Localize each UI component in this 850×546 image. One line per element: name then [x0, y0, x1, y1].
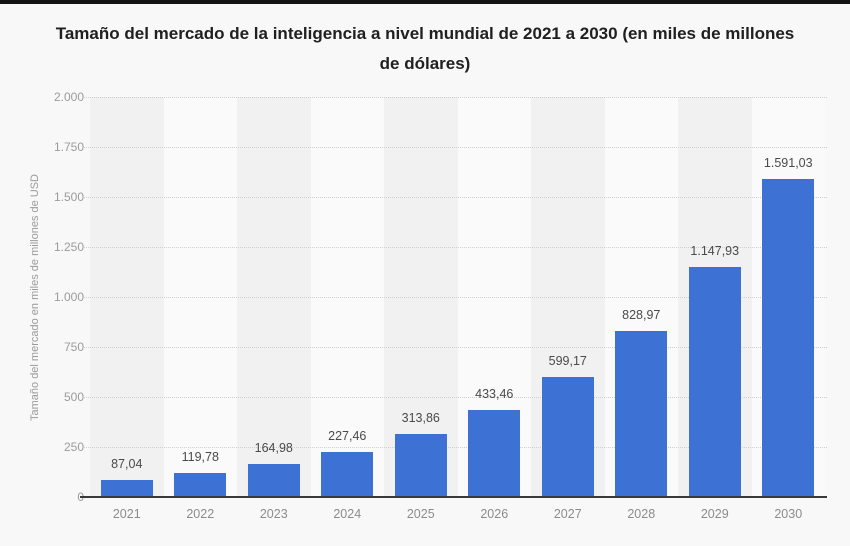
y-tick-label: 500: [63, 390, 84, 404]
bar-column: 87,04: [90, 97, 164, 497]
bar-column: 599,17: [531, 97, 605, 497]
bar-column: 828,97: [605, 97, 679, 497]
bar-value-label: 227,46: [328, 428, 367, 443]
bar-column: 313,86: [384, 97, 458, 497]
bar-value-label: 164,98: [254, 441, 293, 456]
gridline: [82, 347, 827, 348]
bar[interactable]: [321, 451, 374, 497]
bar-column: 1.147,93: [678, 97, 752, 497]
bar[interactable]: [541, 377, 594, 497]
gridline: [82, 297, 827, 298]
bar-value-label: 828,97: [622, 308, 661, 323]
bar-column: 433,46: [458, 97, 532, 497]
bar[interactable]: [468, 410, 521, 497]
y-tick-label: 250: [63, 440, 84, 454]
x-axis-labels: 2021 2022 2023 2024 2025 2026 2027 2028 2029 2030: [90, 506, 825, 523]
x-tick-label: 2027: [553, 507, 582, 521]
gridline: [82, 147, 827, 148]
bar-value-label: 87,04: [111, 456, 143, 471]
gridline: [82, 197, 827, 198]
y-tick-label: 2.000: [53, 90, 84, 104]
x-tick-label: 2028: [627, 507, 656, 521]
x-tick-label: 2026: [480, 507, 509, 521]
x-tick-label: 2024: [333, 507, 362, 521]
y-tick-label: 750: [63, 340, 84, 354]
bar[interactable]: [174, 473, 227, 497]
bar-value-label: 599,17: [548, 354, 587, 369]
x-axis-line: [80, 496, 827, 498]
bar[interactable]: [394, 434, 447, 497]
bar-series: 87,04 119,78 164,98 227,46 313,86 433,46 599,1…: [90, 97, 825, 497]
bar-value-label: 1.591,03: [763, 155, 813, 170]
chart-title: Tamaño del mercado de la inteligencia a …: [55, 24, 795, 73]
y-tick-label: 1.250: [53, 240, 84, 254]
y-tick-label: 1.000: [53, 290, 84, 304]
y-tick-label: 1.500: [53, 190, 84, 204]
bar-value-label: 119,78: [181, 450, 219, 465]
window-top-border: [0, 0, 850, 4]
gridline: [82, 447, 827, 448]
bar-value-label: 433,46: [475, 387, 514, 402]
x-tick-label: 2025: [406, 507, 435, 521]
bar[interactable]: [100, 479, 153, 497]
x-tick-label: 2029: [700, 507, 729, 521]
gridline: [82, 97, 827, 98]
bar-column: 1.591,03: [752, 97, 826, 497]
bar-value-label: 313,86: [401, 411, 440, 426]
bar-value-label: 1.147,93: [690, 244, 740, 259]
bar[interactable]: [247, 464, 300, 497]
x-tick-label: 2023: [259, 507, 288, 521]
bar-column: 227,46: [311, 97, 385, 497]
x-tick-label: 2022: [186, 507, 215, 521]
bar[interactable]: [615, 331, 668, 497]
bar-column: 119,78: [164, 97, 238, 497]
bar-column: 164,98: [237, 97, 311, 497]
y-tick-label: 1.750: [53, 140, 84, 154]
x-tick-label: 2030: [774, 507, 803, 521]
gridline: [82, 247, 827, 248]
bar[interactable]: [688, 267, 741, 497]
bar[interactable]: [762, 178, 815, 497]
x-tick-label: 2021: [112, 507, 141, 521]
gridline: [82, 397, 827, 398]
plot-area: 87,04 119,78 164,98 227,46 313,86 433,46 599,1…: [82, 97, 827, 497]
y-tick-label: 0: [0, 489, 84, 505]
